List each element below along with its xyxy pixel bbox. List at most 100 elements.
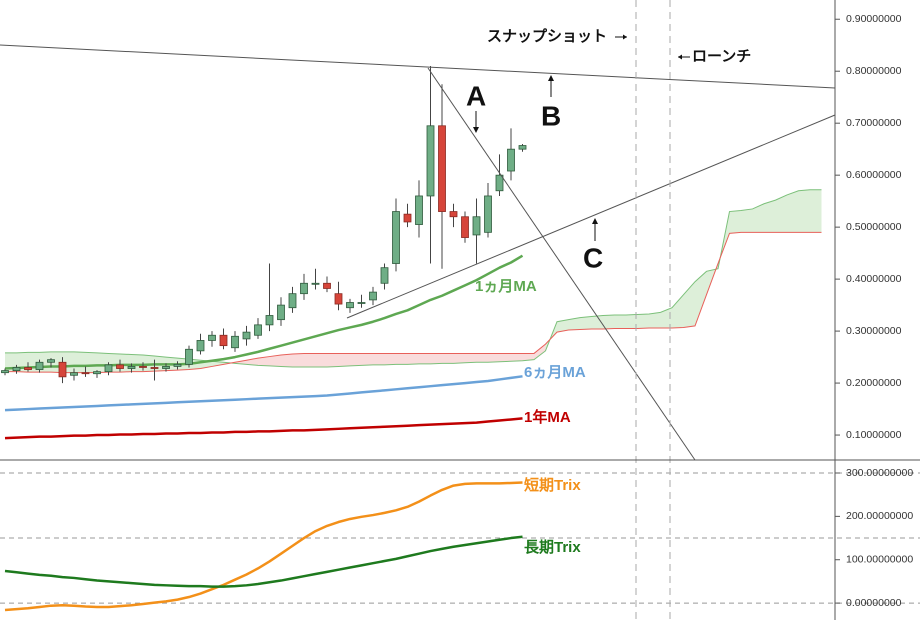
- cloud-fill: [672, 294, 684, 328]
- series-line: [4, 481, 523, 612]
- cloud-fill: [269, 355, 281, 367]
- cloud-fill: [637, 313, 649, 329]
- cloud-fill: [775, 194, 787, 233]
- candle-body: [380, 267, 389, 284]
- cloud-fill: [591, 315, 603, 330]
- candle-body: [231, 335, 239, 349]
- cloud-fill: [131, 354, 143, 372]
- y-tick-label: 0.80000000: [846, 65, 902, 77]
- candle-body: [415, 195, 423, 225]
- arrow-head: [548, 75, 554, 81]
- cloud-fill: [384, 353, 396, 365]
- y-tick-label: 0.00000000: [846, 597, 902, 609]
- arrow-head: [678, 54, 682, 60]
- y-tick-label: 200.00000000: [846, 510, 913, 522]
- candle-body: [265, 315, 274, 326]
- trend-line: [346, 114, 836, 319]
- main-layer: 1ヵ月MA 6ヵ月MA 1年MA 短期Trix 長期Trix: [1, 66, 586, 612]
- cloud-fill: [419, 353, 431, 364]
- cloud-fill: [350, 353, 362, 366]
- series-label: 1年MA: [524, 408, 571, 426]
- candle-body: [438, 125, 446, 212]
- cloud-fill: [396, 353, 408, 365]
- candle-body: [495, 174, 504, 192]
- candle-body: [162, 366, 170, 369]
- series-line: [4, 535, 523, 588]
- y-tick-label: 0.70000000: [846, 117, 902, 129]
- y-tick-label: 100.00000000: [846, 554, 913, 566]
- snapshot-label: スナップショット: [487, 28, 607, 45]
- candle-body: [323, 282, 331, 289]
- candle-body: [403, 213, 412, 223]
- candle-body: [277, 304, 285, 321]
- candle-body: [104, 364, 113, 373]
- series-line: [4, 375, 523, 412]
- candle-body: [369, 291, 377, 301]
- cloud-fill: [74, 351, 86, 373]
- candle-body: [518, 145, 527, 150]
- candle-body: [357, 302, 366, 304]
- candle-body: [507, 148, 515, 172]
- cloud-fill: [729, 210, 741, 234]
- series-label: 6ヵ月MA: [524, 364, 586, 381]
- candle-body: [242, 331, 251, 340]
- y-tick-label: 0.40000000: [846, 273, 902, 285]
- candle-body: [1, 370, 9, 374]
- cloud-fill: [212, 361, 224, 367]
- cloud-fill: [453, 353, 465, 364]
- series-label: 短期Trix: [524, 476, 581, 494]
- cloud-fill: [752, 203, 764, 233]
- cloud-fill: [626, 314, 638, 329]
- cloud-span: [5, 231, 822, 374]
- series-label: 長期Trix: [524, 538, 581, 556]
- cloud-fill: [695, 271, 707, 326]
- cloud-fill: [292, 353, 304, 367]
- series-label: 1ヵ月MA: [475, 278, 537, 295]
- candle-body: [254, 324, 262, 336]
- cloud-fill: [407, 353, 419, 365]
- cloud-fill: [810, 189, 822, 233]
- candle-body: [449, 211, 458, 218]
- cloud-fill: [258, 356, 270, 366]
- y-tick-label: 0.50000000: [846, 221, 902, 233]
- candle-body: [346, 302, 354, 309]
- candle-body: [93, 371, 101, 375]
- candle-body: [81, 372, 90, 375]
- cloud-fill: [499, 353, 511, 362]
- candle-body: [47, 359, 55, 363]
- cloud-fill: [798, 189, 810, 233]
- cloud-fill: [741, 208, 753, 233]
- cloud-fill: [338, 353, 350, 367]
- candle-body: [12, 367, 21, 371]
- candle-body: [116, 364, 124, 369]
- cloud-fill: [327, 353, 339, 367]
- y-tick-label: 0.20000000: [846, 377, 902, 389]
- y-tick-label: 0.10000000: [846, 429, 902, 441]
- cloud-fill: [430, 353, 442, 364]
- cloud-fill: [315, 353, 327, 367]
- candle-body: [185, 348, 193, 365]
- series-line: [4, 254, 524, 370]
- launch-label: ローンチ: [692, 48, 751, 65]
- cloud-span: [5, 189, 822, 368]
- cloud-fill: [568, 317, 580, 331]
- candle-body: [300, 282, 308, 295]
- candle-body: [58, 361, 67, 378]
- cloud-fill: [557, 319, 569, 333]
- y-tick-label: 0.60000000: [846, 169, 902, 181]
- candle-body: [208, 334, 216, 341]
- annotation-a: A: [466, 80, 486, 111]
- cloud-fill: [580, 316, 592, 330]
- candle-body: [426, 125, 435, 197]
- candle-body: [472, 216, 481, 236]
- y-tick-label: 300.00000000: [846, 467, 913, 479]
- cloud-fill: [373, 353, 385, 365]
- cloud-fill: [660, 307, 672, 328]
- candle-body: [173, 363, 182, 367]
- arrow-head: [623, 34, 627, 40]
- cloud-fill: [281, 353, 293, 367]
- candle-body: [288, 293, 297, 309]
- cloud-fill: [304, 353, 316, 367]
